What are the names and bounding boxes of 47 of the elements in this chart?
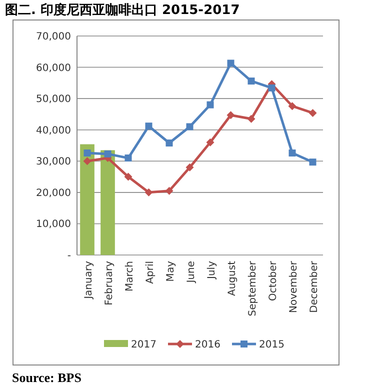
point (226, 111, 235, 120)
point (144, 188, 153, 196)
source-note: Source: BPS (12, 370, 82, 385)
point (247, 114, 256, 123)
y-tick-label: 70,000 (36, 32, 71, 42)
x-tick-label: September (247, 260, 258, 316)
x-tick-label: April (144, 261, 156, 284)
point (206, 138, 214, 146)
point (145, 122, 152, 130)
point (165, 186, 174, 195)
point (186, 163, 194, 172)
legend-label: 2015 (259, 340, 284, 350)
point (248, 78, 255, 85)
y-tick-label: 50,000 (36, 94, 71, 106)
x-tick-label: January (83, 260, 94, 300)
y-tick-label: 40,000 (36, 125, 71, 136)
y-tick-label: 20,000 (36, 188, 71, 199)
x-tick-label: October (268, 260, 279, 302)
y-tick-label: 10,000 (36, 219, 71, 230)
point (166, 139, 173, 146)
point (124, 154, 132, 162)
x-tick-label: May (165, 260, 176, 282)
legend-label: 2016 (195, 340, 220, 350)
y-tick-label: 60,000 (36, 62, 71, 74)
point (288, 150, 296, 157)
x-tick-label: November (288, 260, 300, 314)
x-tick-label: December (308, 260, 320, 313)
x-tick-label: June (186, 261, 197, 284)
point (186, 123, 194, 130)
point (309, 158, 316, 166)
x-tick-label: July (206, 260, 218, 280)
point (288, 102, 296, 110)
point (308, 108, 317, 117)
point (83, 157, 92, 166)
x-tick-label: February (104, 260, 115, 306)
point (227, 60, 234, 67)
point (268, 84, 276, 92)
chart-title: 图二. 印度尼西亚咖啡出口 2015-2017 (5, 2, 240, 18)
x-tick-label: March (124, 261, 136, 292)
legend-label: 2017 (131, 340, 156, 350)
point (84, 150, 91, 157)
y-tick-label: - (67, 250, 72, 262)
point (206, 101, 214, 108)
y-tick-label: 30,000 (36, 156, 71, 168)
point (104, 150, 112, 158)
point (124, 172, 132, 181)
x-tick-label: August (226, 260, 238, 296)
